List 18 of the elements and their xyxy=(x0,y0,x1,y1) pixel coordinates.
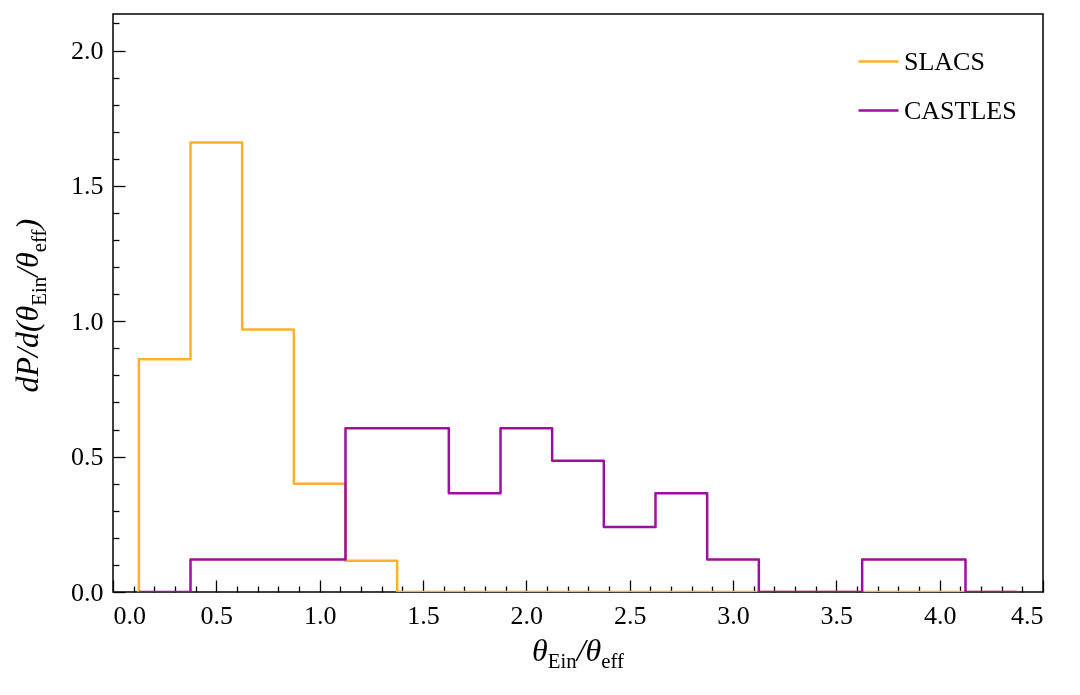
y-tick-label: 0.5 xyxy=(71,442,104,472)
x-tick-label: 0.0 xyxy=(113,600,146,630)
x-tick-label: 4.0 xyxy=(923,600,957,630)
x-tick-label: 2.5 xyxy=(613,600,647,630)
y-tick-label: 0.0 xyxy=(71,577,104,607)
x-tick-label: 3.0 xyxy=(717,600,750,630)
legend-label: SLACS xyxy=(904,46,985,76)
x-tick-label: 1.0 xyxy=(303,600,337,630)
y-tick-label: 2.0 xyxy=(71,36,104,66)
legend-label: CASTLES xyxy=(904,95,1017,125)
x-tick-label: 0.5 xyxy=(200,600,234,630)
x-tick-label: 2.0 xyxy=(510,600,544,630)
x-tick-label: 4.5 xyxy=(1011,600,1044,630)
x-tick-label: 3.5 xyxy=(820,600,854,630)
x-tick-label: 1.5 xyxy=(407,600,440,630)
y-tick-label: 1.0 xyxy=(71,306,104,336)
y-tick-label: 1.5 xyxy=(71,171,104,201)
x-axis-title: θ$_{Ein}$/θ$_{eff}$ xyxy=(531,632,625,674)
